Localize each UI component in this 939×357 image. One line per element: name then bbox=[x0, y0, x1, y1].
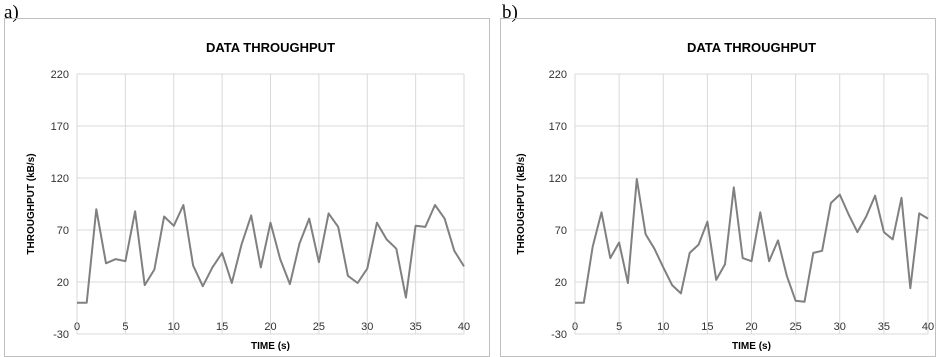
x-tick-label: 10 bbox=[657, 321, 669, 333]
x-tick-label: 10 bbox=[168, 321, 180, 333]
y-tick-label: 70 bbox=[57, 225, 69, 237]
y-tick-label: -30 bbox=[551, 329, 567, 341]
throughput-series-line bbox=[77, 204, 465, 304]
x-tick-label: 0 bbox=[74, 321, 80, 333]
x-tick-label: 30 bbox=[834, 321, 846, 333]
panel-label-a: a) bbox=[4, 2, 19, 23]
x-tick-label: 0 bbox=[572, 321, 578, 333]
x-axis-title: TIME (s) bbox=[251, 341, 290, 352]
x-tick-label: 40 bbox=[458, 321, 470, 333]
x-tick-label: 20 bbox=[264, 321, 276, 333]
y-tick-label: 220 bbox=[549, 69, 567, 81]
y-tick-label: 70 bbox=[555, 225, 567, 237]
chart-title: DATA THROUGHPUT bbox=[687, 40, 816, 55]
panel-label-b: b) bbox=[502, 2, 518, 23]
x-tick-label: 30 bbox=[361, 321, 373, 333]
x-tick-label: 40 bbox=[922, 321, 934, 333]
y-axis-title: THROUGHPUT (kB/s) bbox=[516, 153, 527, 254]
x-axis-title: TIME (s) bbox=[732, 341, 771, 352]
y-tick-label: 120 bbox=[51, 173, 69, 185]
throughput-chart-a: DATA THROUGHPUT -30 20 70 120 170 220 0 5 10 15 20 2… bbox=[4, 18, 490, 357]
throughput-series-line bbox=[575, 178, 929, 304]
y-tick-label: 20 bbox=[57, 277, 69, 289]
y-tick-label: 20 bbox=[555, 277, 567, 289]
y-axis-title: THROUGHPUT (kB/s) bbox=[26, 153, 37, 254]
x-tick-label: 15 bbox=[701, 321, 713, 333]
y-tick-label: 170 bbox=[51, 121, 69, 133]
y-tick-label: -30 bbox=[53, 329, 69, 341]
x-tick-label: 35 bbox=[410, 321, 422, 333]
x-tick-label: 25 bbox=[790, 321, 802, 333]
x-tick-label: 35 bbox=[878, 321, 890, 333]
y-tick-label: 170 bbox=[549, 121, 567, 133]
x-tick-label: 15 bbox=[216, 321, 228, 333]
x-tick-label: 20 bbox=[745, 321, 757, 333]
chart-title: DATA THROUGHPUT bbox=[206, 40, 335, 55]
throughput-chart-b: DATA THROUGHPUT -30 20 70 120 170 220 0 5 10 15 20 2… bbox=[500, 18, 936, 357]
x-tick-label: 5 bbox=[616, 321, 622, 333]
y-tick-label: 120 bbox=[549, 173, 567, 185]
y-tick-label: 220 bbox=[51, 69, 69, 81]
x-tick-label: 5 bbox=[122, 321, 128, 333]
x-tick-label: 25 bbox=[313, 321, 325, 333]
